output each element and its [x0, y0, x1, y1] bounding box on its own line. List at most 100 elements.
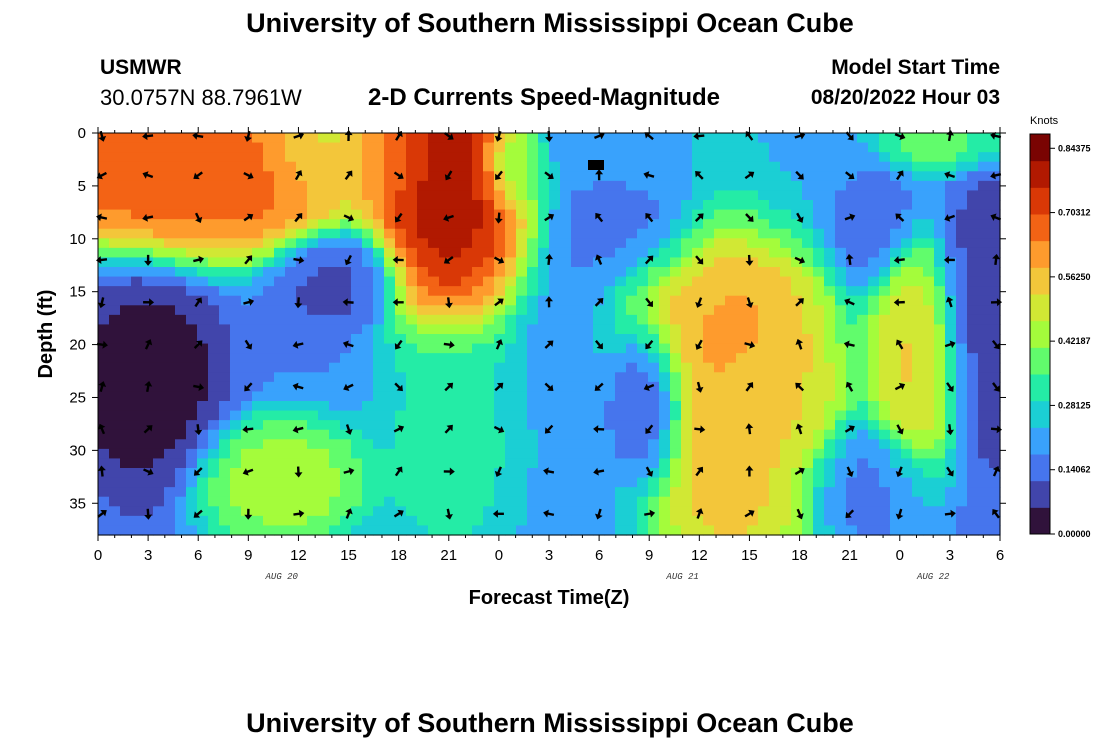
heatmap-cell: [901, 133, 913, 144]
heatmap-cell: [824, 200, 836, 211]
heatmap-cell: [582, 362, 594, 373]
heatmap-cell: [670, 276, 682, 287]
heatmap-cell: [648, 506, 660, 517]
heatmap-cell: [340, 133, 352, 144]
heatmap-cell: [868, 515, 880, 527]
heatmap-cell: [164, 324, 176, 335]
heatmap-cell: [340, 324, 352, 335]
heatmap-cell: [197, 295, 209, 306]
heatmap-cell: [802, 133, 814, 144]
heatmap-cell: [747, 496, 759, 507]
current-arrow: [845, 253, 854, 266]
current-arrow: [795, 338, 804, 350]
heatmap-cell: [296, 353, 308, 364]
heatmap-cell: [747, 401, 759, 412]
heatmap-cell: [846, 410, 858, 421]
heatmap-cell: [219, 391, 231, 402]
heatmap-cell: [527, 401, 539, 412]
heatmap-cell: [615, 152, 627, 163]
heatmap-cell: [384, 391, 396, 402]
heatmap-cell: [967, 324, 979, 335]
heatmap-cell: [263, 477, 275, 488]
heatmap-cell: [747, 458, 759, 469]
heatmap-cell: [362, 209, 374, 220]
station-id: USMWR: [100, 56, 182, 79]
heatmap-cell: [857, 477, 869, 488]
heatmap-cell: [263, 401, 275, 412]
heatmap-cell: [516, 152, 528, 163]
heatmap-cell: [186, 391, 198, 402]
heatmap-cell: [802, 410, 814, 421]
heatmap-cell: [769, 295, 781, 306]
heatmap-cell: [670, 410, 682, 421]
heatmap-cell: [549, 142, 561, 153]
heatmap-cell: [978, 324, 990, 335]
heatmap-cell: [384, 343, 396, 354]
heatmap-cell: [912, 209, 924, 220]
heatmap-cell: [472, 420, 484, 431]
heatmap-cell: [604, 152, 616, 163]
heatmap-cell: [384, 372, 396, 383]
heatmap-cell: [978, 458, 990, 469]
heatmap-cell: [923, 477, 935, 488]
heatmap-cell: [670, 247, 682, 259]
current-arrow: [992, 253, 1001, 266]
heatmap-cell: [538, 515, 550, 527]
heatmap-cell: [329, 458, 341, 469]
heatmap-cell: [373, 487, 385, 498]
current-arrow: [946, 424, 954, 436]
heatmap-cell: [901, 171, 913, 182]
heatmap-cell: [296, 429, 308, 440]
heatmap-cell: [857, 171, 869, 182]
heatmap-cell: [934, 247, 946, 259]
heatmap-cell: [736, 410, 748, 421]
heatmap-cell: [494, 161, 506, 172]
heatmap-cell: [912, 401, 924, 412]
heatmap-cell: [417, 525, 429, 536]
heatmap-cell: [428, 401, 440, 412]
heatmap-cell: [659, 161, 671, 172]
heatmap-cell: [362, 506, 374, 517]
current-arrow: [144, 339, 153, 350]
heatmap-cell: [164, 314, 176, 326]
heatmap-cell: [604, 238, 616, 249]
heatmap-cell: [978, 372, 990, 383]
heatmap-cell: [230, 295, 242, 306]
heatmap-cell: [659, 209, 671, 220]
heatmap-cell: [175, 420, 187, 431]
heatmap-cell: [747, 477, 759, 488]
heatmap-cell: [846, 295, 858, 306]
heatmap-cell: [901, 190, 913, 201]
heatmap-cell: [923, 180, 935, 192]
heatmap-cell: [307, 257, 319, 268]
heatmap-cell: [307, 401, 319, 412]
heatmap-cell: [373, 257, 385, 268]
currents-chart: 0 3 6 9 12 15 18 21 0 3 6 9 12 15 18 21 0 3 60510152025303…: [35, 115, 1091, 609]
heatmap-cell: [802, 238, 814, 249]
heatmap-cell: [549, 295, 561, 306]
heatmap-cell: [263, 410, 275, 421]
heatmap-cell: [318, 487, 330, 498]
heatmap-cell: [769, 391, 781, 402]
heatmap-cell: [802, 180, 814, 192]
heatmap-cell: [351, 448, 363, 460]
heatmap-cell: [637, 286, 649, 297]
current-arrow: [243, 171, 254, 180]
current-arrow: [393, 509, 404, 518]
heatmap-cell: [175, 247, 187, 259]
heatmap-cell: [703, 429, 715, 440]
heatmap-cell: [747, 439, 759, 450]
heatmap-cell: [824, 209, 836, 220]
heatmap-cell: [989, 372, 1001, 383]
heatmap-cell: [318, 257, 330, 268]
heatmap-cell: [219, 247, 231, 259]
heatmap-cell: [747, 276, 759, 287]
heatmap-cell: [109, 324, 121, 335]
heatmap-cell: [197, 410, 209, 421]
heatmap-cell: [307, 305, 319, 316]
heatmap-cell: [780, 267, 792, 278]
heatmap-cell: [461, 353, 473, 364]
heatmap-cell: [527, 257, 539, 268]
heatmap-cell: [164, 180, 176, 192]
heatmap-cell: [857, 133, 869, 144]
